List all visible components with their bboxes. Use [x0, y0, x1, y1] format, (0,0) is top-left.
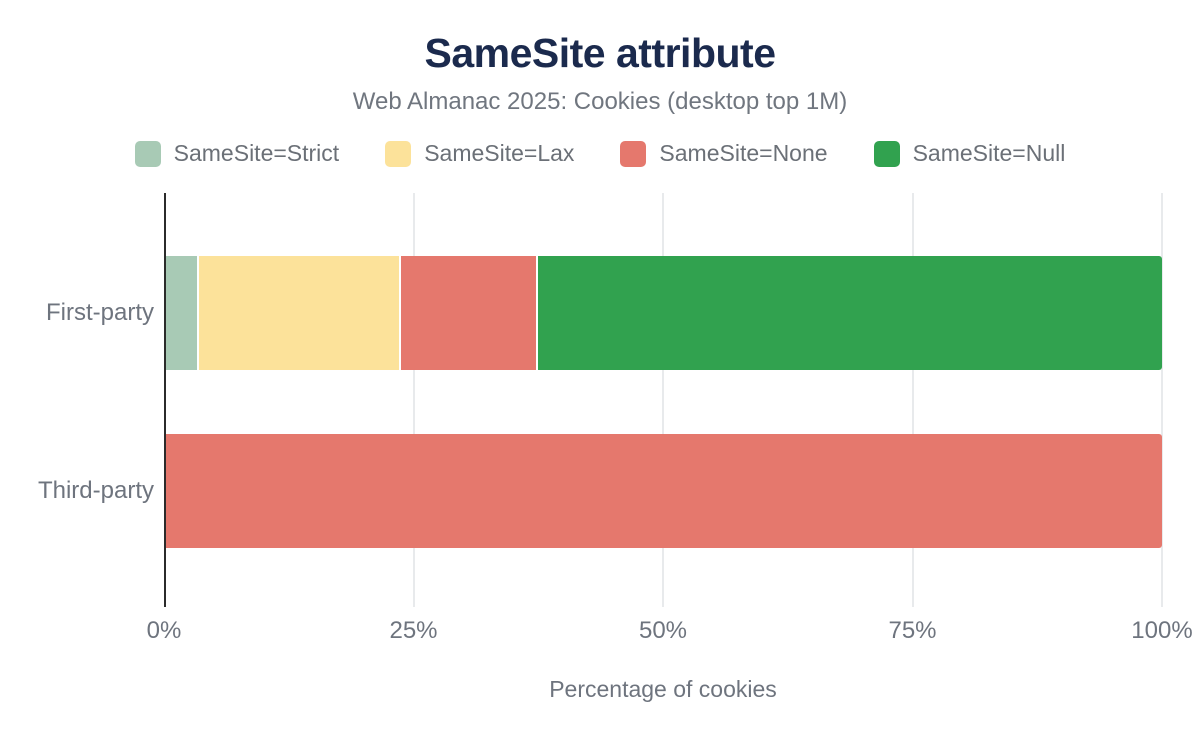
- legend-label: SameSite=Lax: [424, 140, 575, 166]
- x-tick-label: 0%: [146, 617, 182, 644]
- gridline: [911, 193, 914, 607]
- gridline: [412, 193, 415, 607]
- legend-color-swatch: [385, 140, 412, 167]
- legend-label: SameSite=Null: [912, 140, 1066, 166]
- x-tick-label: 50%: [638, 617, 688, 644]
- x-tick-label: 25%: [389, 617, 438, 644]
- y-category-label: First-party: [46, 299, 154, 326]
- bar-segment[interactable]: [198, 256, 402, 370]
- legend-item[interactable]: SameSite=Lax: [385, 140, 574, 167]
- legend-label: SameSite=None: [659, 140, 828, 166]
- legend-item[interactable]: SameSite=Null: [873, 140, 1066, 167]
- legend-label: SameSite=Strict: [173, 140, 340, 166]
- bar-segment[interactable]: [538, 256, 1162, 370]
- y-category-label: Third-party: [37, 477, 154, 504]
- legend-item[interactable]: SameSite=None: [620, 140, 828, 167]
- y-axis-line: [164, 193, 166, 607]
- chart-legend: SameSite=Strict SameSite=Lax SameSite=None…: [0, 140, 1200, 167]
- chart-title: SameSite attribute: [424, 30, 777, 76]
- x-tick-label: 100%: [1131, 617, 1193, 644]
- x-axis-title: Percentage of cookies: [549, 676, 777, 702]
- gridline: [1161, 193, 1163, 607]
- legend-color-swatch: [620, 140, 647, 167]
- gridline: [662, 193, 664, 607]
- legend-color-swatch: [134, 140, 161, 167]
- legend-color-swatch: [873, 140, 900, 167]
- plot-area: Percentage of cookies First-party Third-p…: [38, 193, 1193, 702]
- chart-subtitle: Web Almanac 2025: Cookies (desktop top 1…: [352, 88, 848, 115]
- x-tick-label: 75%: [888, 617, 937, 644]
- bar-segment[interactable]: [166, 256, 199, 370]
- bar-row: Third-party: [38, 434, 1162, 548]
- legend-item[interactable]: SameSite=Strict: [134, 140, 340, 167]
- bar-segment[interactable]: [166, 434, 1162, 548]
- bar-row: First-party: [46, 256, 1162, 370]
- bar-segment[interactable]: [401, 256, 539, 370]
